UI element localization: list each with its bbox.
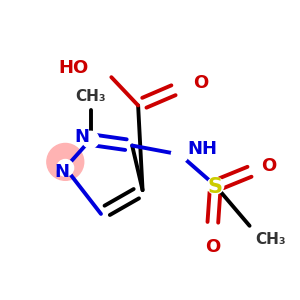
Text: HO: HO: [59, 59, 89, 77]
Text: O: O: [193, 74, 208, 92]
Text: NH: NH: [187, 140, 217, 158]
Text: O: O: [262, 157, 277, 175]
Text: S: S: [208, 177, 223, 197]
Circle shape: [57, 160, 74, 176]
Text: N: N: [74, 128, 89, 146]
Text: CH₃: CH₃: [256, 232, 286, 247]
Circle shape: [207, 177, 224, 194]
Circle shape: [82, 131, 99, 148]
Text: O: O: [205, 238, 220, 256]
Text: N: N: [55, 163, 70, 181]
Circle shape: [171, 146, 188, 163]
Circle shape: [47, 143, 84, 180]
Text: CH₃: CH₃: [75, 89, 106, 104]
